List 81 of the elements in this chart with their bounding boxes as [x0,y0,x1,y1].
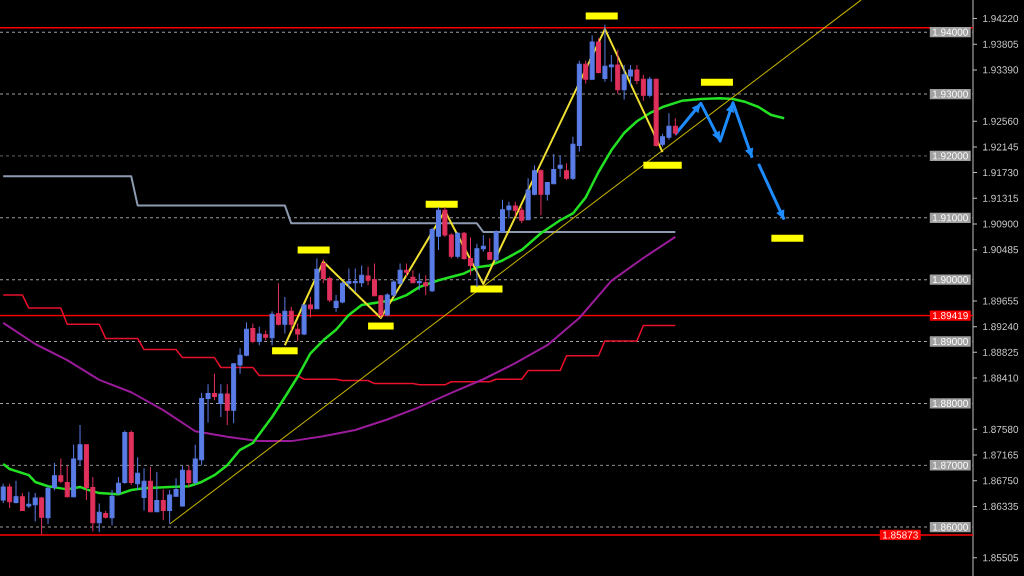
candlestick [154,471,160,513]
candlestick [109,489,115,526]
candlestick [487,237,493,261]
y-tick-label: 1.93390 [983,66,1019,74]
line-series [2,235,677,443]
candlestick [39,496,45,536]
line-series [1,97,786,496]
candlestick [564,162,570,181]
candlestick [416,272,422,291]
y-tick-label: 1.91315 [983,194,1019,202]
ref-line-label: 1.88000 [932,399,968,407]
y-tick-label: 1.89655 [983,297,1019,305]
candlestick [0,483,6,504]
candlestick [224,383,230,426]
candlestick [103,510,109,519]
candlestick [288,306,294,331]
ref-line-label: 1.89000 [932,337,968,346]
candlestick [423,274,429,296]
candlestick [186,465,192,488]
y-tick-label: 1.85505 [983,554,1019,562]
y-tick-label: 1.88410 [983,374,1019,382]
candlestick [160,488,166,521]
ref-line-label: 1.89419 [932,312,968,320]
y-tick-label: 1.90485 [983,246,1019,254]
ref-line-label: 1.87000 [932,461,968,469]
line-series [283,28,664,347]
y-tick-label: 1.92560 [983,117,1019,125]
candlestick [403,263,409,278]
candlestick [301,303,307,336]
candlestick [26,491,32,509]
candlestick [122,430,128,485]
candlestick [596,37,602,75]
y-tick-label: 1.86335 [983,502,1019,510]
candlestick [410,269,416,284]
candlestick [295,323,301,342]
candlestick [275,282,281,326]
candlestick [64,465,70,498]
ref-line-label: 1.94000 [932,28,968,36]
candlestick [282,296,288,334]
ref-line-label: 1.93000 [932,90,968,98]
ref-line-label: 1.90000 [932,276,968,284]
candlestick [147,466,153,513]
candlestick [647,76,653,98]
candlestick [32,492,38,523]
candlestick [455,231,461,260]
candlestick [58,457,64,484]
y-tick-label: 1.92145 [983,143,1019,151]
y-tick-label: 1.88825 [983,348,1019,356]
candlestick [256,326,262,346]
ref-line-label: 1.85873 [882,531,918,539]
candlestick [314,258,320,310]
candlestick [269,310,275,346]
candlestick [263,329,269,341]
ref-line-label: 1.92000 [932,152,968,160]
candlestick [615,49,621,94]
candlestick [557,154,563,178]
y-tick-label: 1.91730 [983,169,1019,177]
y-tick-label: 1.87580 [983,425,1019,433]
candlestick [653,78,659,148]
candlestick [589,34,595,81]
candlestick [96,503,102,533]
y-tick-label: 1.94220 [983,15,1019,23]
candlestick [13,480,19,505]
candlestick [218,383,224,418]
candlestick [538,169,544,216]
candlestick [250,323,256,344]
candlestick [583,60,589,85]
candlestick [307,296,313,318]
candlestick [7,483,13,509]
y-tick-label: 1.90900 [983,220,1019,228]
y-tick-label: 1.86750 [983,477,1019,485]
y-tick-label: 1.87165 [983,451,1019,459]
ref-line-label: 1.91000 [932,214,968,222]
y-tick-label: 1.89240 [983,323,1019,331]
ref-line-label: 1.86000 [932,523,968,531]
candlestick [19,492,25,512]
candlestick [211,373,217,401]
candlestick [672,117,678,136]
candlestick [115,476,121,496]
y-tick-label: 1.93805 [983,40,1019,48]
candlestick [128,430,134,486]
